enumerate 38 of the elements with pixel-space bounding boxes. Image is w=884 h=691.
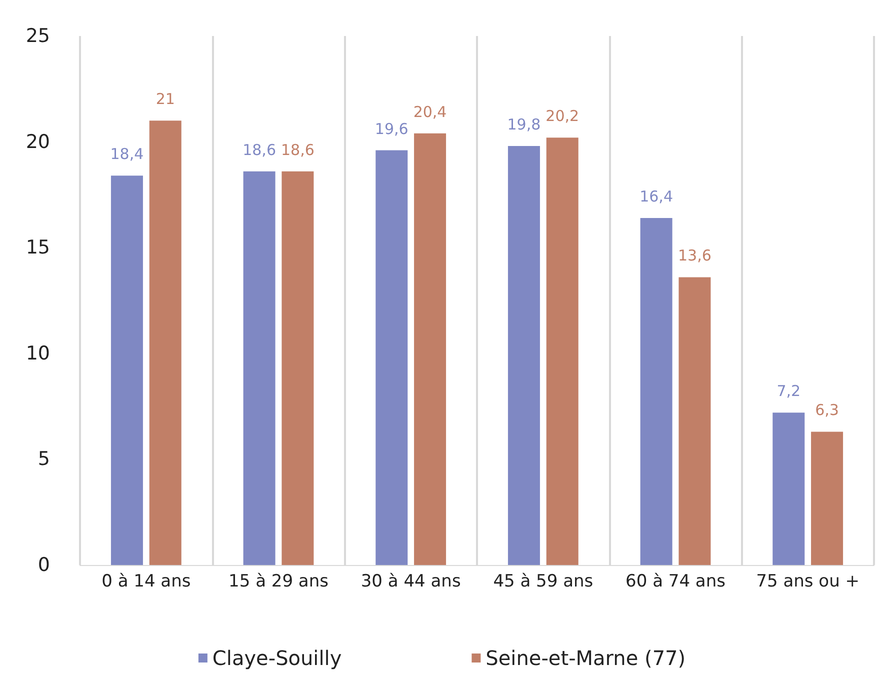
x-tick-label: 75 ans ou + [756,572,860,592]
bar [282,171,314,565]
data-label: 18,6 [280,140,314,159]
bar [376,150,408,565]
y-tick-label: 10 [26,342,50,364]
y-tick-label: 15 [26,236,50,259]
x-tick-label: 45 à 59 ans [493,572,594,592]
x-tick-label: 60 à 74 ans [626,572,726,592]
bar [414,133,446,565]
y-tick-label: 0 [38,554,50,576]
y-tick-label: 5 [38,448,50,470]
bar [772,412,805,565]
data-label: 18,6 [242,140,276,159]
data-label: 20,2 [546,107,580,126]
data-label: 13,6 [678,246,712,265]
data-label: 18,4 [110,145,144,164]
y-tick-label: 25 [26,25,50,47]
data-label: 16,4 [640,187,674,206]
bar [508,146,540,565]
x-tick-label: 15 à 29 ans [228,572,329,592]
data-label: 7,2 [776,382,801,400]
legend-label: Seine-et-Marne (77) [486,646,686,670]
bar [546,138,578,565]
data-label: 19,6 [374,120,408,138]
legend-label: Claye-Souilly [212,646,342,670]
data-label: 21 [156,90,175,108]
bar [243,171,276,565]
bar [678,277,711,565]
data-label: 6,3 [815,401,839,420]
x-tick-label: 30 à 44 ans [360,572,461,592]
x-tick-label: 0 à 14 ans [102,572,191,592]
bar [811,432,844,565]
bar [640,218,672,565]
data-label: 20,4 [413,102,447,121]
bar [110,176,143,565]
bar [149,120,182,565]
data-label: 19,8 [507,116,541,134]
y-tick-label: 20 [26,130,50,153]
